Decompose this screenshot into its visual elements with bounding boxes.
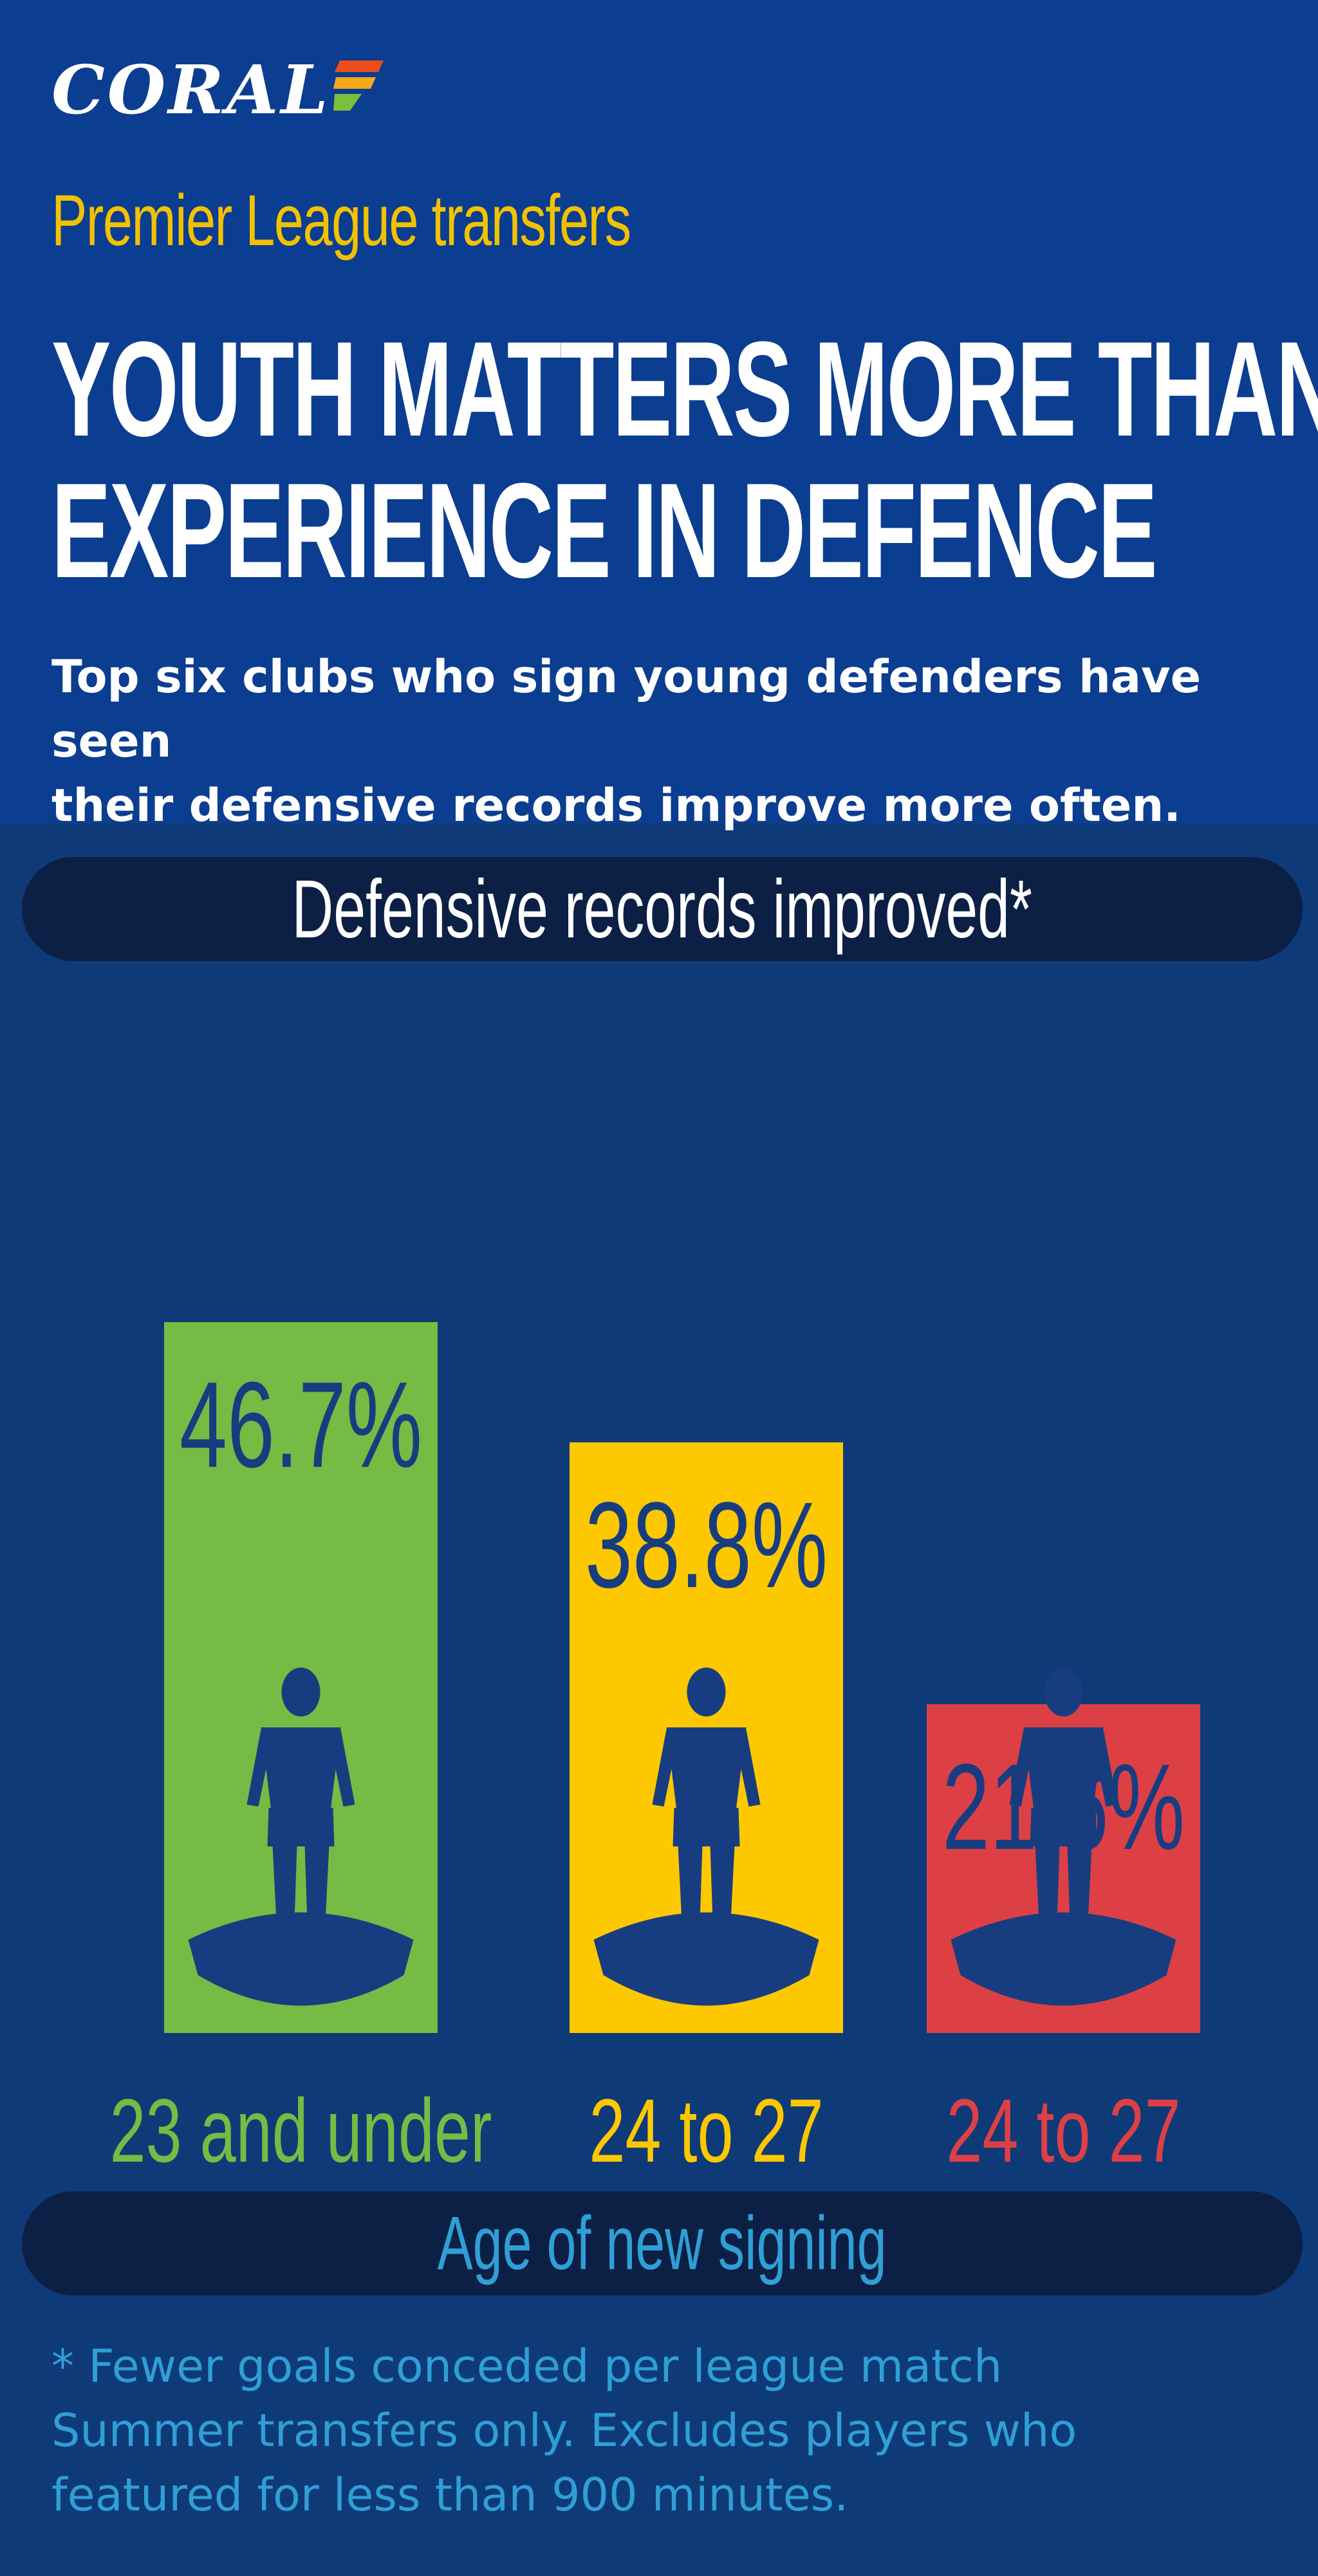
intro-text: Top six clubs who sign young defenders h… [51, 645, 1274, 838]
intro-line-2: their defensive records improve more oft… [51, 779, 1181, 832]
header-panel: CORAL Premier League transfers YOUTH MAT… [0, 0, 1318, 832]
intro-line-1: Top six clubs who sign young defenders h… [51, 650, 1202, 768]
bar-value-label: 38.8% [585, 1477, 828, 1613]
title-line-1: YOUTH MATTERS MORE THAN [51, 313, 1318, 465]
axis-caption: Age of new signing [438, 2201, 887, 2286]
footnote-line-3: featured for less than 900 minutes. [51, 2469, 849, 2521]
coral-flag-icon [333, 60, 384, 111]
subtitle: Premier League transfers [51, 180, 631, 261]
category-label: 23 and under [109, 2081, 492, 2181]
coral-logo: CORAL [51, 57, 384, 124]
axis-caption-pill: Age of new signing [22, 2191, 1303, 2295]
subbuteo-player-icon [593, 1668, 819, 2006]
subbuteo-player-icon [188, 1668, 414, 2006]
chart-heading: Defensive records improved* [292, 863, 1033, 955]
chart-heading-pill: Defensive records improved* [22, 857, 1303, 961]
title-line-2: EXPERIENCE IN DEFENCE [51, 455, 1158, 606]
brand-name: CORAL [51, 50, 331, 129]
category-label: 24 to 27 [946, 2081, 1180, 2181]
subbuteo-player-icon [951, 1668, 1176, 2006]
footnote: * Fewer goals conceded per league match … [51, 2334, 1287, 2527]
bar-value-label: 46.7% [180, 1357, 422, 1493]
footnote-line-2: Summer transfers only. Excludes players … [51, 2404, 1077, 2457]
category-label: 24 to 27 [589, 2081, 823, 2181]
footnote-line-1: * Fewer goals conceded per league match [51, 2340, 1003, 2393]
